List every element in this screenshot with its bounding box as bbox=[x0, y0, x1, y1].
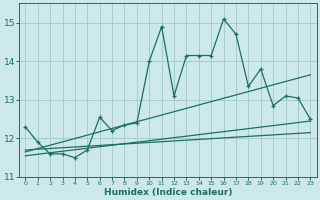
X-axis label: Humidex (Indice chaleur): Humidex (Indice chaleur) bbox=[104, 188, 232, 197]
